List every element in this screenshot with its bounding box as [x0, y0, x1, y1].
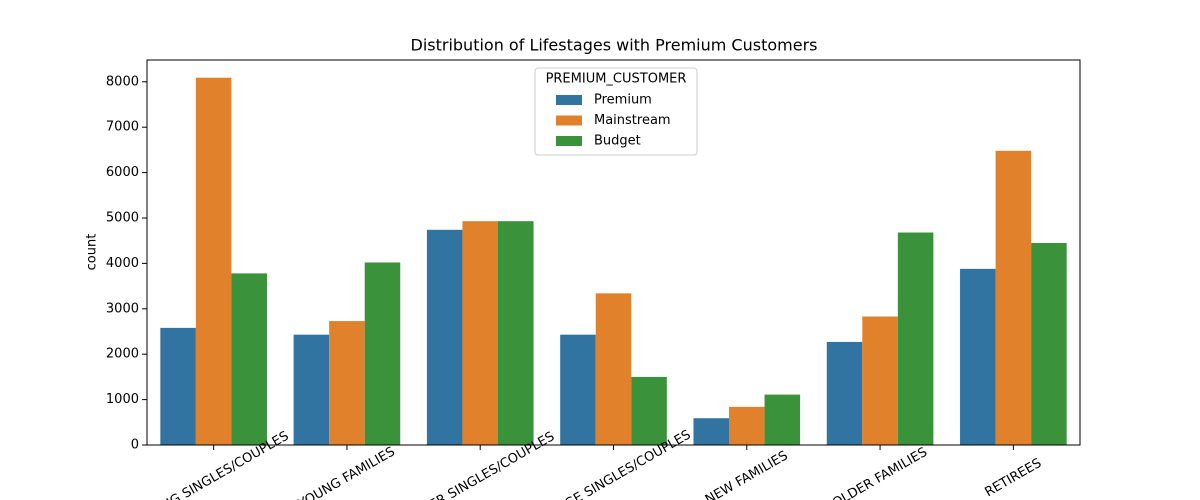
bar — [995, 150, 1032, 445]
bar — [329, 321, 365, 445]
legend-box — [534, 67, 698, 156]
bar — [897, 232, 934, 445]
y-axis-label: count — [85, 234, 100, 271]
bar — [595, 293, 632, 445]
y-tick-label: 6000 — [106, 165, 139, 180]
bar — [693, 418, 730, 445]
legend-label: Mainstream — [594, 113, 671, 128]
bar — [826, 341, 863, 445]
y-tick-label: 2000 — [106, 347, 139, 362]
x-tick-label: NEW FAMILIES — [703, 448, 791, 500]
y-tick-label: 7000 — [106, 120, 139, 135]
legend-swatch — [556, 115, 582, 126]
y-tick-label: 4000 — [106, 256, 139, 271]
y-tick-label: 3000 — [106, 301, 139, 316]
bar — [764, 394, 801, 445]
chart-title: Distribution of Lifestages with Premium … — [411, 36, 818, 55]
bar — [293, 334, 330, 445]
legend-swatch — [556, 95, 582, 105]
y-tick-label: 8000 — [106, 74, 139, 89]
bar — [497, 221, 534, 445]
bar — [231, 273, 267, 445]
bar — [862, 316, 898, 445]
bar — [195, 77, 232, 446]
bar — [462, 221, 498, 445]
y-tick-label: 5000 — [106, 210, 139, 225]
legend-swatch — [556, 136, 582, 146]
bar — [426, 229, 463, 445]
bar — [729, 406, 765, 445]
y-tick-label: 0 — [131, 438, 139, 453]
legend-label: Premium — [594, 93, 652, 108]
legend-label: Budget — [594, 134, 641, 149]
x-tick-label: YOUNG FAMILIES — [295, 444, 397, 500]
bar — [631, 376, 667, 445]
plot-frame — [146, 59, 1081, 446]
legend-title: PREMIUM_CUSTOMER — [546, 72, 687, 87]
x-tick-label: RETIREES — [982, 456, 1044, 500]
bar — [160, 327, 196, 445]
bar — [1031, 242, 1067, 445]
bar — [364, 262, 401, 445]
bar — [560, 334, 596, 445]
y-tick-label: 1000 — [106, 392, 139, 407]
x-tick-label: OLDER FAMILIES — [830, 445, 930, 500]
bar — [960, 268, 996, 445]
